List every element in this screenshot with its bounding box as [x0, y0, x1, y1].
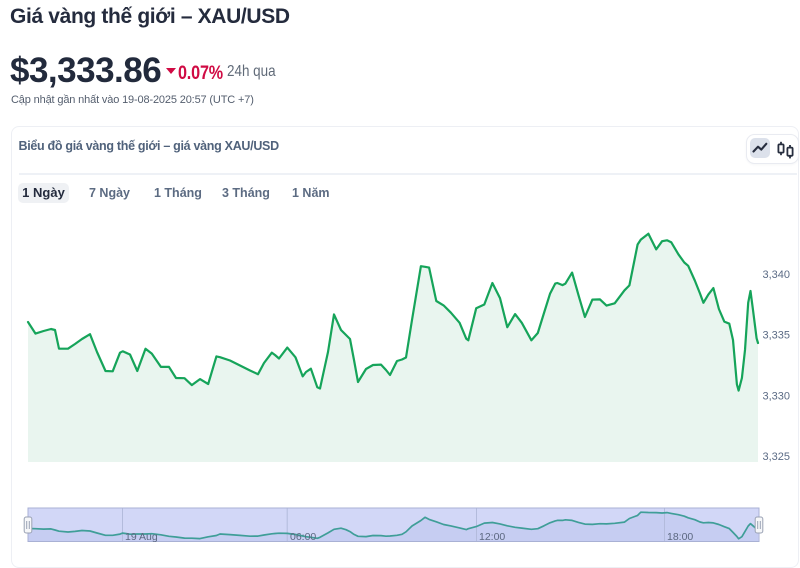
svg-text:18:00: 18:00 — [667, 531, 693, 543]
svg-text:3,325: 3,325 — [762, 451, 790, 463]
svg-text:06:00: 06:00 — [290, 531, 316, 543]
svg-text:3,335: 3,335 — [762, 330, 790, 342]
svg-text:3,330: 3,330 — [762, 390, 790, 402]
svg-text:12:00: 12:00 — [479, 531, 505, 543]
svg-text:19 Aug: 19 Aug — [125, 531, 158, 543]
svg-text:3,340: 3,340 — [762, 269, 790, 281]
